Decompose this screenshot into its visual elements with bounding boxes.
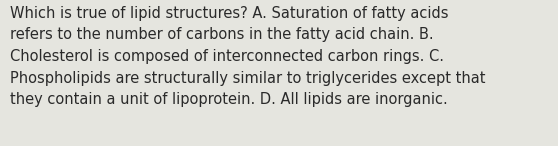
- Text: Which is true of lipid structures? A. Saturation of fatty acids
refers to the nu: Which is true of lipid structures? A. Sa…: [10, 6, 485, 107]
